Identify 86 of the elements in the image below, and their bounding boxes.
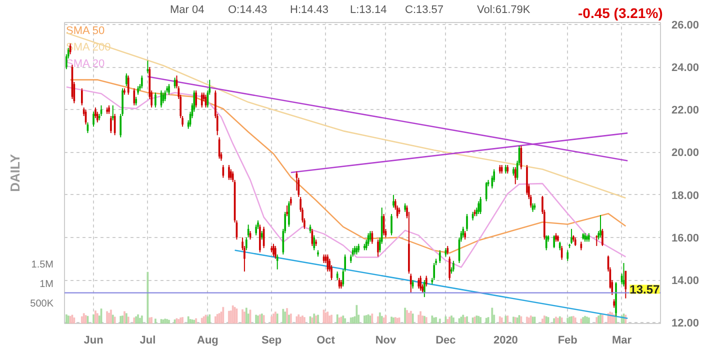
candlestick xyxy=(624,270,627,299)
x-tick-label: Feb xyxy=(558,334,578,346)
y-tick-label: 18.00 xyxy=(672,190,700,202)
candlestick xyxy=(96,111,98,123)
x-tick-label: Nov xyxy=(375,334,397,346)
x-tick-label: Jun xyxy=(84,334,104,346)
candlestick xyxy=(259,224,261,253)
candlestick xyxy=(92,111,94,128)
text: DAILY xyxy=(8,154,22,192)
annotation: 13.57 xyxy=(630,282,660,297)
x-tick-label: Dec xyxy=(436,334,456,346)
candlestick xyxy=(286,204,288,217)
text: L:13.14 xyxy=(350,3,387,18)
candlestick xyxy=(146,60,149,74)
text: O:14.43 xyxy=(228,3,268,18)
candlestick xyxy=(566,250,569,262)
candlestick xyxy=(553,234,555,249)
candlestick xyxy=(247,224,250,238)
text: H:14.43 xyxy=(290,3,329,18)
candlestick xyxy=(545,234,548,251)
y-tick-label: 12.00 xyxy=(672,318,700,330)
candlestick xyxy=(80,88,83,106)
candlestick xyxy=(425,275,428,287)
candlestick xyxy=(272,243,274,258)
candlestick xyxy=(452,260,454,272)
candlestick xyxy=(410,273,412,294)
y2-tick-label: 1M xyxy=(40,279,54,290)
candlestick xyxy=(230,168,232,180)
candlestick xyxy=(110,116,112,134)
candlestick xyxy=(274,245,276,260)
candlestick xyxy=(112,104,114,121)
x-tick-label: Jul xyxy=(140,334,156,346)
y-tick-label: 16.00 xyxy=(672,232,700,244)
y-tick-label: 14.00 xyxy=(672,275,700,288)
candlestick xyxy=(392,194,394,208)
y-tick-label: 22.00 xyxy=(672,104,700,117)
candlestick xyxy=(480,196,482,215)
x-tick-label: Oct xyxy=(316,334,336,346)
x-tick-label: 2020 xyxy=(493,334,518,346)
candlestick xyxy=(462,226,464,238)
candlestick xyxy=(514,166,516,185)
candlestick xyxy=(602,228,604,246)
text: SMA 50 xyxy=(66,24,105,37)
candlestick xyxy=(438,250,441,264)
candlestick xyxy=(94,106,96,119)
candlestick xyxy=(276,254,278,270)
y-tick-label: 26.00 xyxy=(672,20,700,32)
text: -0.45 (3.21%) xyxy=(578,4,663,23)
candlestick xyxy=(127,75,130,96)
text: Mar 04 xyxy=(170,3,204,18)
y2-tick-label: 1.5M xyxy=(31,260,54,271)
x-tick-label: Sep xyxy=(261,334,282,346)
candlestick xyxy=(195,90,198,108)
candlestick xyxy=(140,75,143,89)
y-tick-label: 20.00 xyxy=(672,147,700,160)
candlestick xyxy=(485,182,488,202)
candlestick xyxy=(420,275,422,292)
candlestick xyxy=(433,262,436,281)
y2-tick-label: 500K xyxy=(30,298,54,310)
x-tick-label: Aug xyxy=(197,334,218,346)
candlestick xyxy=(228,164,230,180)
candlestick xyxy=(596,234,598,246)
candlestick xyxy=(126,72,128,87)
candlestick xyxy=(288,200,290,228)
candlestick xyxy=(418,277,420,290)
y-tick-label: 24.00 xyxy=(672,62,700,74)
candlestick xyxy=(200,92,203,108)
candlestick xyxy=(154,92,156,108)
candlestick xyxy=(424,280,426,298)
candlestick xyxy=(478,200,480,215)
candlestick xyxy=(390,214,392,236)
candlestick xyxy=(466,214,468,232)
candlestick xyxy=(313,234,316,251)
candlestick xyxy=(164,90,166,102)
candlestick xyxy=(326,254,329,272)
candlestick xyxy=(133,88,136,106)
candlestick xyxy=(448,256,450,281)
text: Vol:61.79K xyxy=(477,3,530,18)
candlestick xyxy=(245,236,248,251)
candlestick xyxy=(168,84,170,96)
candlestick xyxy=(377,239,379,258)
candlestick xyxy=(600,214,602,238)
candlestick xyxy=(255,224,257,236)
x-tick-label: Mar xyxy=(612,334,632,346)
text: C:13.57 xyxy=(405,3,444,18)
candlestick xyxy=(570,228,572,244)
